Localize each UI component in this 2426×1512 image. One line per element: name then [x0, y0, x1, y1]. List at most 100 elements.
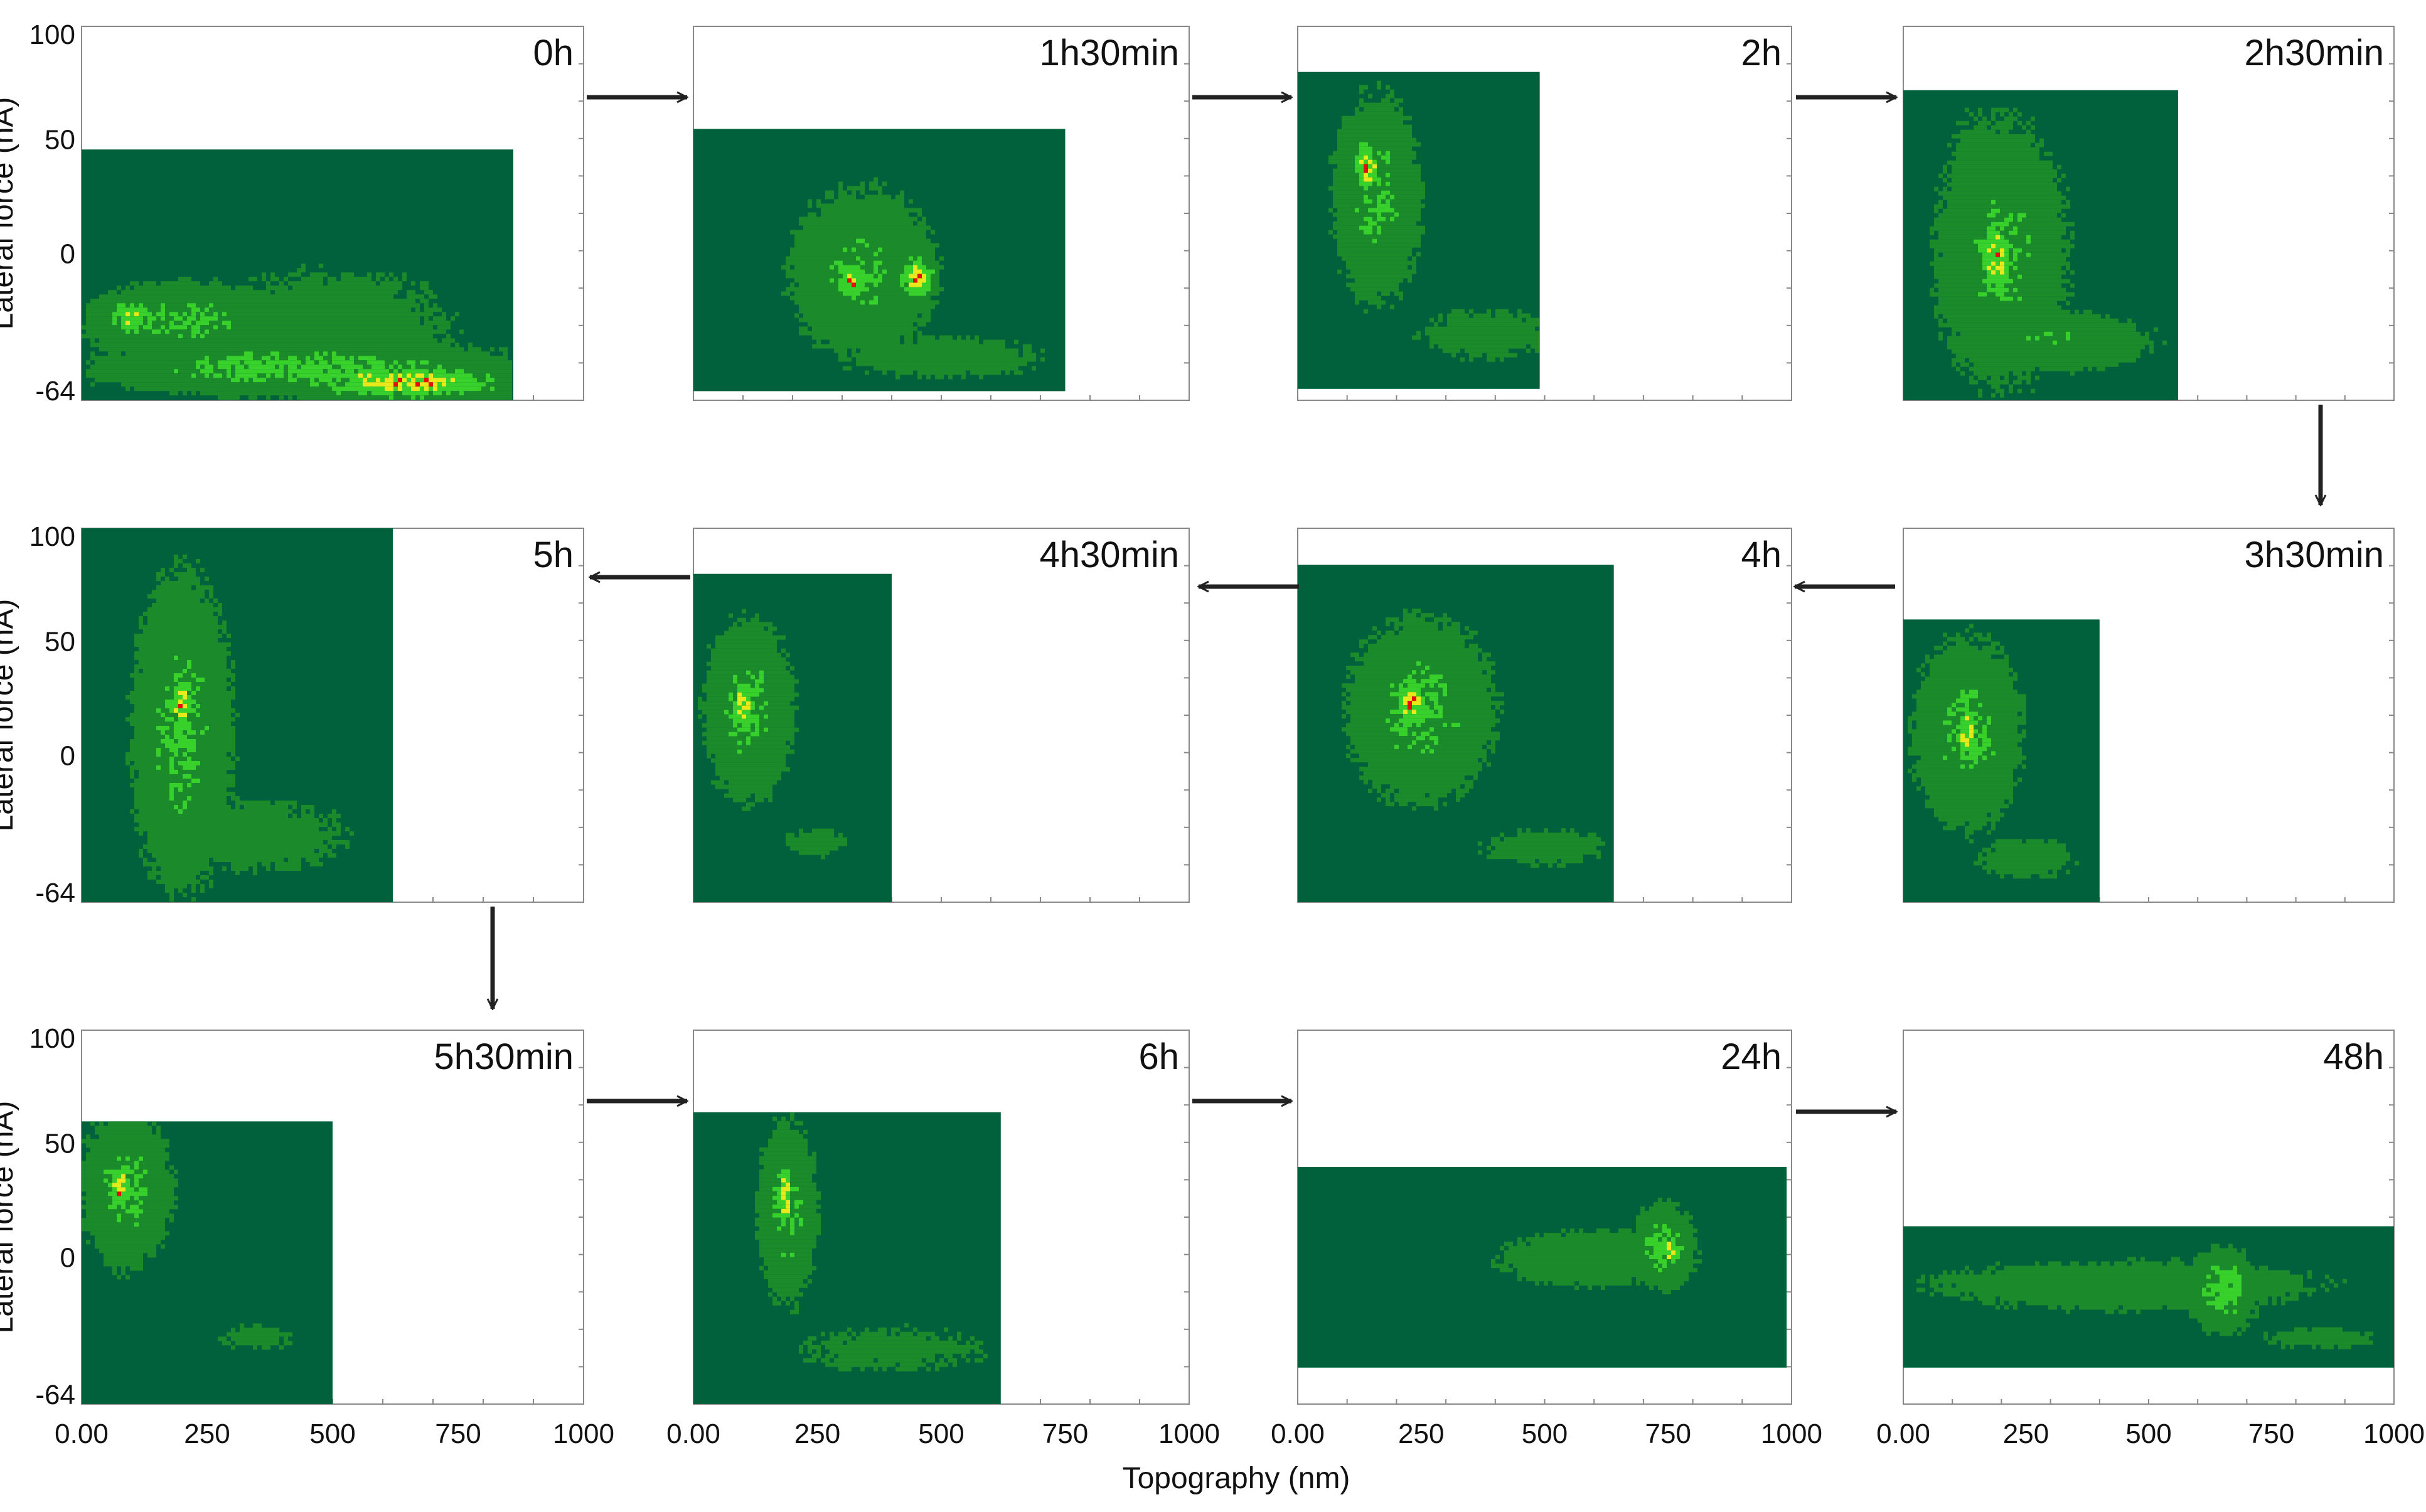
density-cell	[852, 291, 856, 296]
density-cell	[970, 361, 975, 366]
density-cell	[90, 373, 95, 378]
density-cell	[152, 312, 156, 317]
density-cell	[869, 317, 874, 322]
density-cell	[429, 343, 433, 348]
density-cell	[459, 329, 464, 334]
density-cell	[494, 365, 499, 370]
density-cell	[895, 278, 900, 283]
density-cell	[2031, 156, 2035, 161]
density-cell	[799, 317, 803, 322]
density-cell	[1394, 278, 1399, 283]
density-cell	[816, 199, 821, 204]
density-cell	[477, 391, 481, 396]
density-cell	[926, 300, 931, 305]
density-cell	[878, 190, 882, 195]
density-cell	[126, 299, 130, 304]
density-cell	[909, 238, 913, 243]
density-cell	[926, 274, 931, 279]
density-cell	[1350, 199, 1355, 204]
density-cell	[275, 365, 279, 370]
density-cell	[887, 230, 891, 235]
density-cell	[891, 304, 895, 309]
density-cell	[503, 382, 508, 387]
density-cell	[490, 360, 494, 365]
density-cell	[838, 208, 843, 213]
density-cell	[156, 294, 161, 299]
density-cell	[922, 252, 926, 257]
density-cell	[218, 351, 222, 356]
density-cell	[257, 369, 262, 374]
density-cell	[266, 365, 270, 370]
density-cell	[887, 208, 891, 213]
density-cell	[262, 369, 266, 374]
density-cell	[790, 282, 794, 287]
density-cell	[1346, 164, 1350, 169]
density-cell	[931, 300, 935, 305]
density-cell	[371, 285, 376, 290]
density-cell	[240, 303, 244, 308]
density-cell	[429, 334, 433, 339]
density-cell	[393, 290, 398, 295]
density-cell	[983, 366, 988, 371]
density-cell	[874, 238, 878, 243]
density-cell	[891, 313, 895, 318]
density-cell	[1482, 313, 1487, 318]
density-cell	[209, 365, 213, 370]
density-cell	[402, 277, 407, 282]
density-cell	[891, 216, 895, 221]
density-cell	[1969, 142, 1974, 147]
density-cell	[808, 252, 812, 257]
density-cell	[825, 278, 830, 283]
density-cell	[508, 386, 512, 391]
density-cell	[385, 312, 389, 317]
density-cell	[1386, 269, 1390, 274]
density-cell	[196, 307, 200, 312]
density-cell	[266, 285, 270, 290]
density-cell	[882, 287, 887, 292]
density-cell	[983, 357, 988, 362]
density-cell	[975, 353, 979, 358]
density-cell	[1377, 115, 1381, 120]
density-cell	[869, 216, 874, 221]
density-cell	[834, 335, 838, 340]
density-cell	[926, 287, 931, 292]
density-cell	[1982, 142, 1987, 147]
density-cell	[869, 230, 874, 235]
density-cell	[1509, 339, 1513, 344]
density-cell	[1965, 134, 1969, 139]
density-cell	[1451, 339, 1456, 344]
density-cell	[1350, 155, 1355, 160]
density-cell	[1355, 260, 1359, 265]
density-cell	[979, 353, 983, 358]
density-cell	[363, 334, 367, 339]
density-cell	[2000, 120, 2004, 125]
density-cell	[191, 360, 196, 365]
density-cell	[874, 194, 878, 200]
density-cell	[235, 338, 240, 343]
density-cell	[825, 317, 830, 322]
density-cell	[808, 322, 812, 327]
density-cell	[442, 369, 446, 374]
density-cell	[860, 274, 865, 279]
density-cell	[126, 285, 130, 290]
density-cell	[1386, 243, 1390, 248]
density-cell	[275, 325, 279, 330]
density-cell	[803, 234, 808, 239]
density-cell	[1359, 274, 1364, 279]
density-cell	[174, 391, 178, 396]
density-cell	[1526, 339, 1531, 344]
density-cell	[1469, 317, 1473, 322]
density-cell	[1359, 129, 1364, 134]
density-cell	[1956, 182, 1960, 187]
density-cell	[345, 329, 350, 334]
density-cell	[407, 386, 411, 391]
density-cell	[275, 360, 279, 365]
density-cell	[139, 312, 143, 317]
density-cell	[957, 339, 961, 344]
density-cell	[393, 360, 398, 365]
density-cell	[1372, 194, 1377, 200]
density-cell	[1350, 247, 1355, 252]
density-cell	[874, 344, 878, 349]
density-cell	[389, 294, 393, 299]
density-cell	[367, 272, 371, 277]
